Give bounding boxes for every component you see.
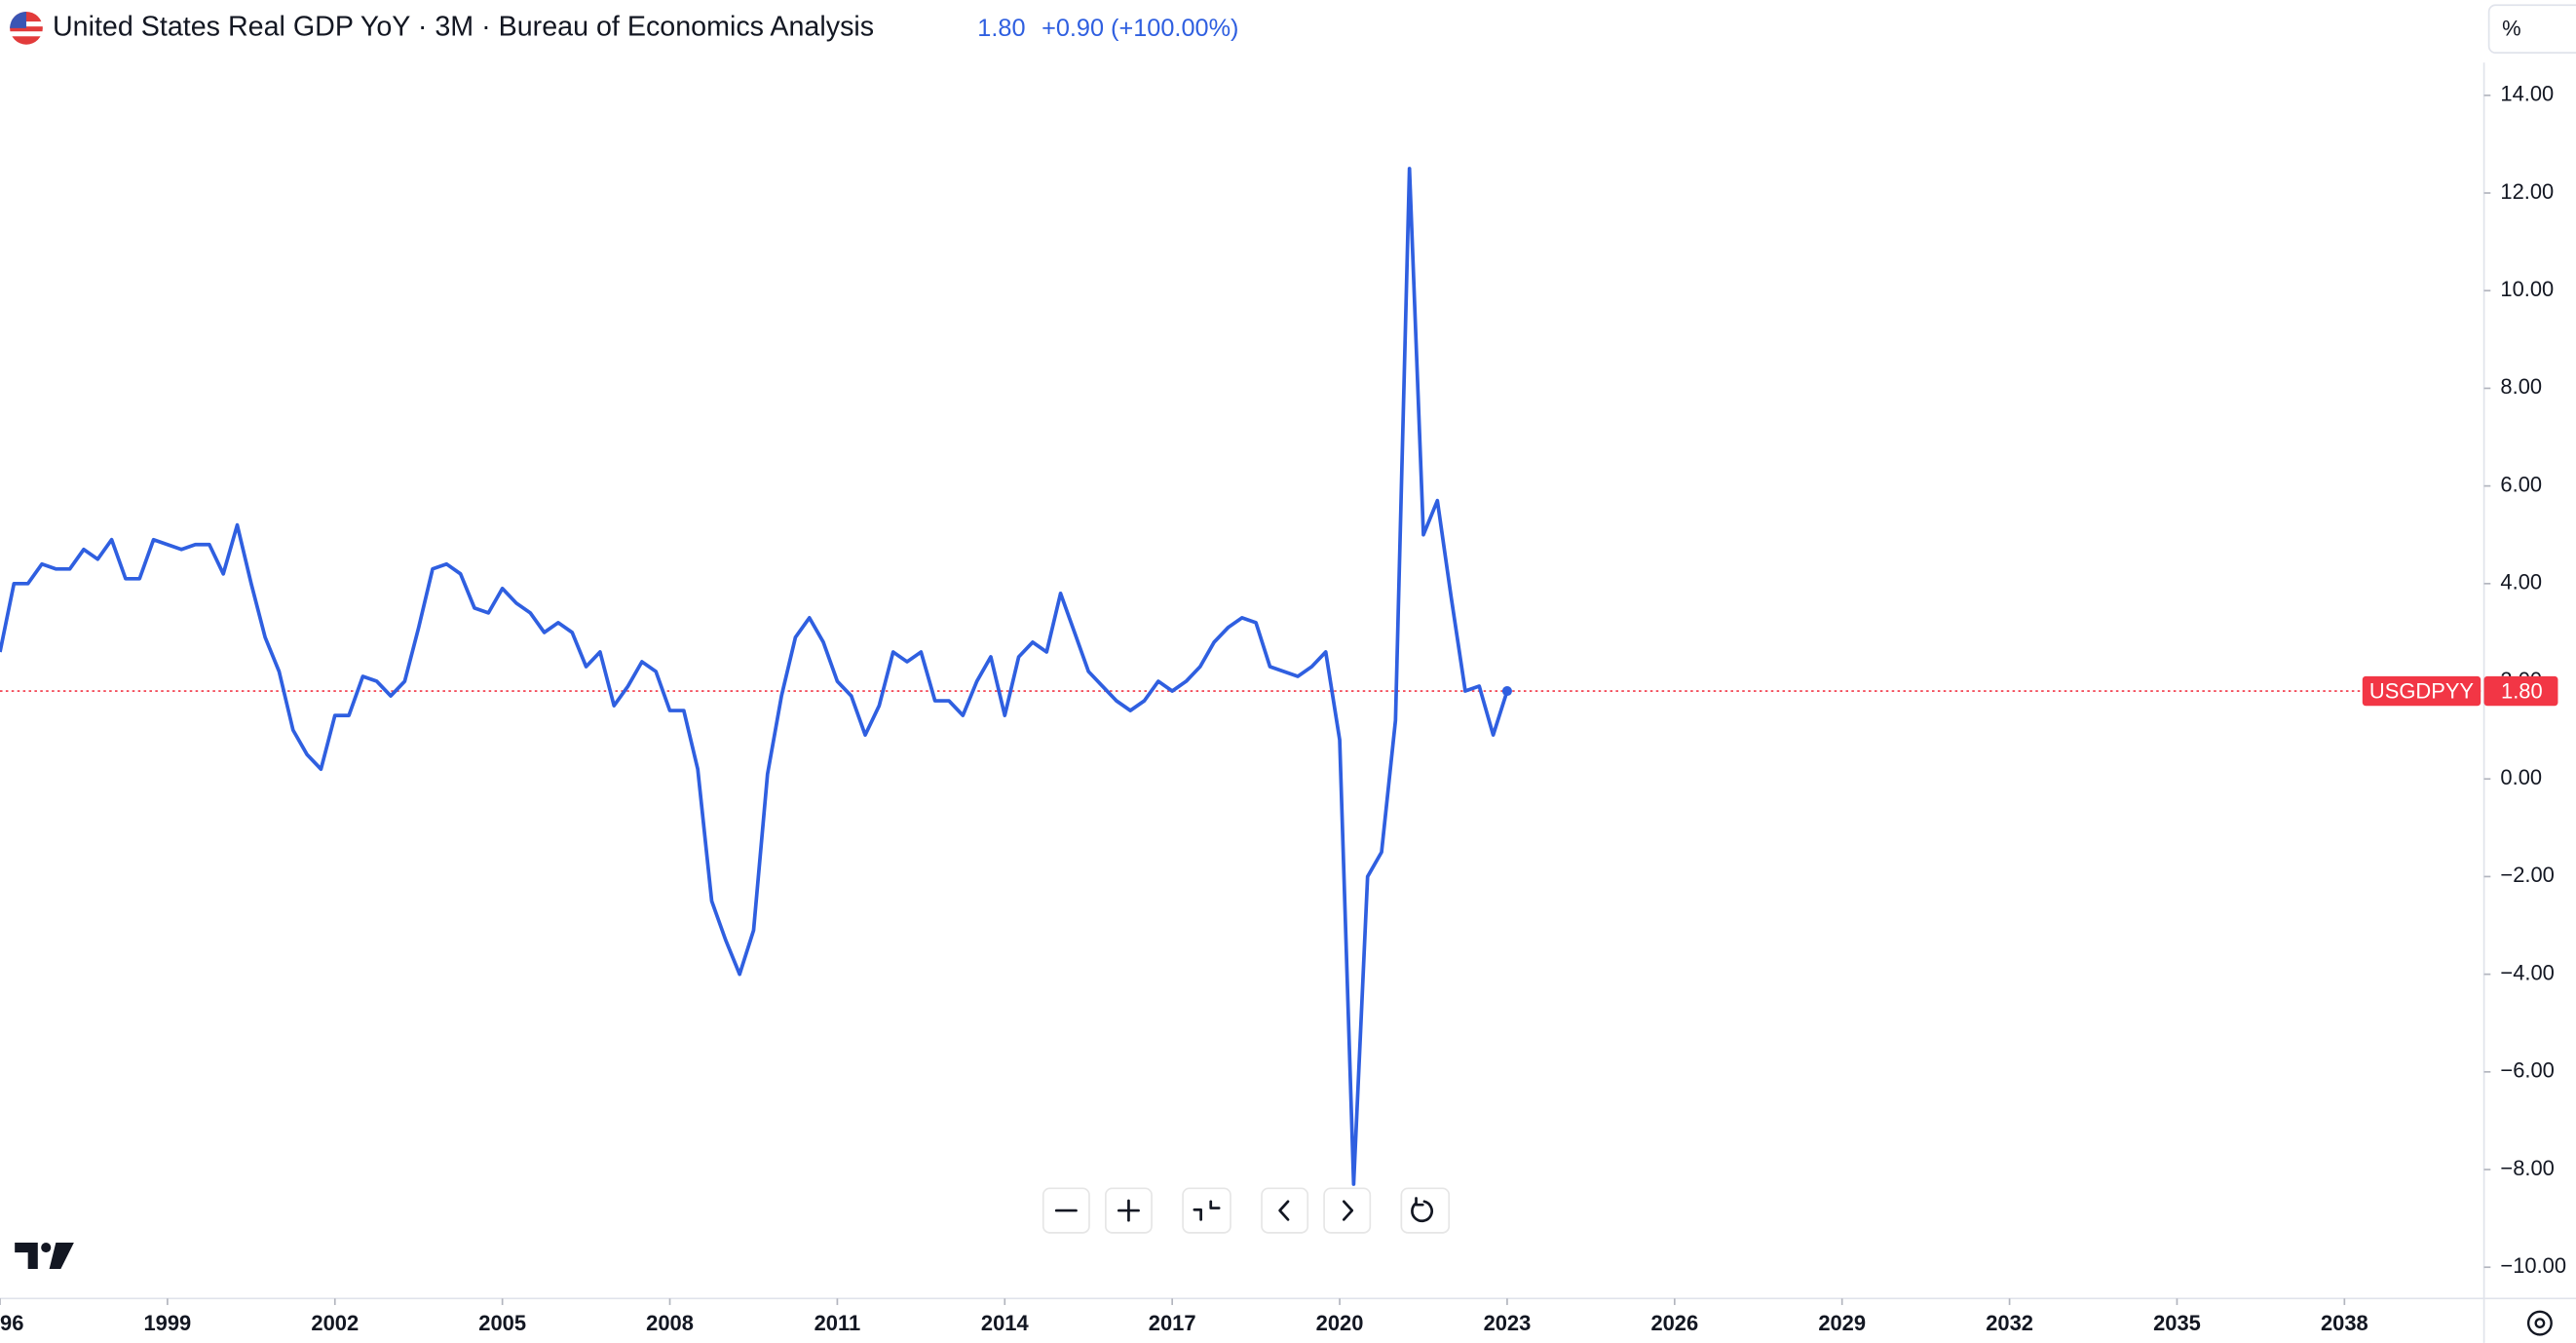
y-tick-label: 14.00: [2500, 82, 2554, 106]
scroll-left-button[interactable]: [1261, 1187, 1309, 1234]
y-tick-label: 10.00: [2500, 277, 2554, 301]
reset-scale-button[interactable]: [1182, 1187, 1231, 1234]
scroll-right-button[interactable]: [1323, 1187, 1372, 1234]
last-value: 1.80: [977, 15, 1025, 42]
line-series: [0, 167, 1509, 1186]
y-tick-label: −8.00: [2500, 1156, 2554, 1180]
y-tick-label: 12.00: [2500, 179, 2554, 204]
tradingview-logo: [15, 1242, 74, 1269]
y-tick-label: 4.00: [2500, 570, 2542, 595]
y-tick-label: −6.00: [2500, 1058, 2554, 1083]
series-name-tag: [2362, 675, 2481, 707]
x-tick-label: 2029: [1818, 1311, 1866, 1335]
y-tick-label: −4.00: [2500, 960, 2554, 984]
flag-icon: [10, 11, 43, 45]
zoom-out-button[interactable]: [1042, 1187, 1090, 1234]
scale-mode-button[interactable]: [2487, 4, 2576, 54]
x-tick-label: 2026: [1650, 1311, 1698, 1335]
zoom-in-button[interactable]: [1104, 1187, 1153, 1234]
settings-icon[interactable]: [2526, 1310, 2553, 1336]
x-tick-label: 2038: [2321, 1311, 2368, 1335]
y-tick-label: −10.00: [2500, 1253, 2566, 1278]
chart-title: United States Real GDP YoY · 3M · Bureau…: [53, 11, 874, 42]
scale-mode[interactable]: %: [2502, 16, 2520, 40]
x-tick-label: 2020: [1316, 1311, 1364, 1335]
x-tick-label: 2014: [981, 1311, 1030, 1335]
y-tick-label: 6.00: [2500, 472, 2542, 496]
last-value-tag: [2483, 675, 2558, 707]
series-name: USGDPYY: [2369, 679, 2475, 704]
x-tick-label: 2008: [646, 1311, 694, 1335]
change: +0.90 (+100.00%): [1042, 15, 1238, 42]
y-tick-label: −2.00: [2500, 863, 2554, 887]
y-tick-label: 0.00: [2500, 765, 2542, 789]
y-tick-label: 8.00: [2500, 374, 2542, 399]
x-tick-label: 2035: [2153, 1311, 2201, 1335]
last-value-tag-label: 1.80: [2501, 679, 2543, 704]
last-point: [1501, 685, 1512, 697]
x-tick-label: 1999: [144, 1311, 192, 1335]
x-tick-label: 1996: [0, 1311, 23, 1335]
x-tick-label: 2002: [311, 1311, 359, 1335]
x-tick-label: 2017: [1149, 1311, 1196, 1335]
x-tick-label: 2011: [814, 1311, 861, 1335]
refresh-button[interactable]: [1400, 1187, 1451, 1234]
x-tick-label: 2032: [1986, 1311, 2033, 1335]
x-tick-label: 2005: [478, 1311, 526, 1335]
x-tick-label: 2023: [1484, 1311, 1532, 1335]
